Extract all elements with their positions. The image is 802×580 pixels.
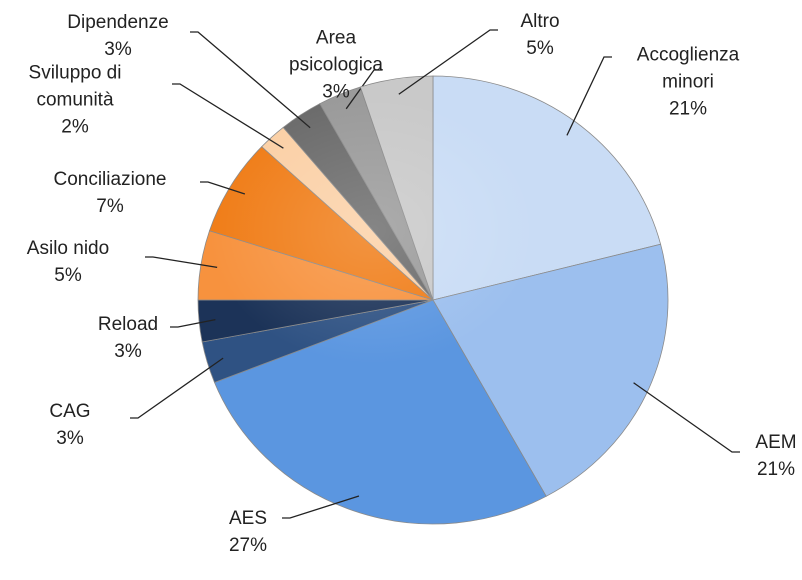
leader-line xyxy=(172,83,284,149)
category-label: Accoglienza minori xyxy=(636,44,740,93)
value-label: 3% xyxy=(322,81,350,103)
value-label: 5% xyxy=(526,38,554,59)
value-label: 3% xyxy=(56,428,84,449)
leader-line xyxy=(145,256,218,269)
leader-line xyxy=(130,357,224,419)
slice-label: Conciliazione 7% xyxy=(35,166,185,220)
slice-label: Reload 3% xyxy=(88,311,168,365)
category-label: Reload xyxy=(97,314,159,335)
value-label: 27% xyxy=(228,535,268,556)
leader-line xyxy=(633,382,740,453)
category-label: Area psicologica xyxy=(289,27,383,76)
category-label: Dipendenze xyxy=(67,12,169,33)
category-label: Altro xyxy=(520,11,560,32)
leader-line xyxy=(282,495,360,519)
slice-label: Altro 5% xyxy=(510,8,570,62)
slice-label: AEM 21% xyxy=(746,429,802,483)
leader-line xyxy=(170,318,216,328)
category-label: Asilo nido xyxy=(26,238,110,259)
leader-line xyxy=(398,29,498,95)
leader-line xyxy=(566,56,612,136)
slice-label: Accoglienza minori 21% xyxy=(618,42,758,123)
value-label: 2% xyxy=(61,116,89,138)
slice-label: Sviluppo di comunità 2% xyxy=(10,60,140,141)
value-label: 7% xyxy=(96,196,124,217)
slice-label: AES 27% xyxy=(218,505,278,559)
value-label: 21% xyxy=(668,98,708,120)
category-label: CAG xyxy=(49,401,91,422)
value-label: 5% xyxy=(54,265,82,286)
slice-label: CAG 3% xyxy=(40,398,100,452)
slice-label: Dipendenze 3% xyxy=(63,9,173,63)
slice-label: Asilo nido 5% xyxy=(13,235,123,289)
value-label: 3% xyxy=(104,39,132,60)
category-label: Sviluppo di comunità xyxy=(28,62,122,111)
value-label: 3% xyxy=(114,341,142,362)
slice-label: Area psicologica 3% xyxy=(281,25,391,106)
value-label: 21% xyxy=(756,459,796,480)
category-label: AES xyxy=(228,508,268,529)
category-label: AEM xyxy=(755,432,797,453)
category-label: Conciliazione xyxy=(53,169,167,190)
